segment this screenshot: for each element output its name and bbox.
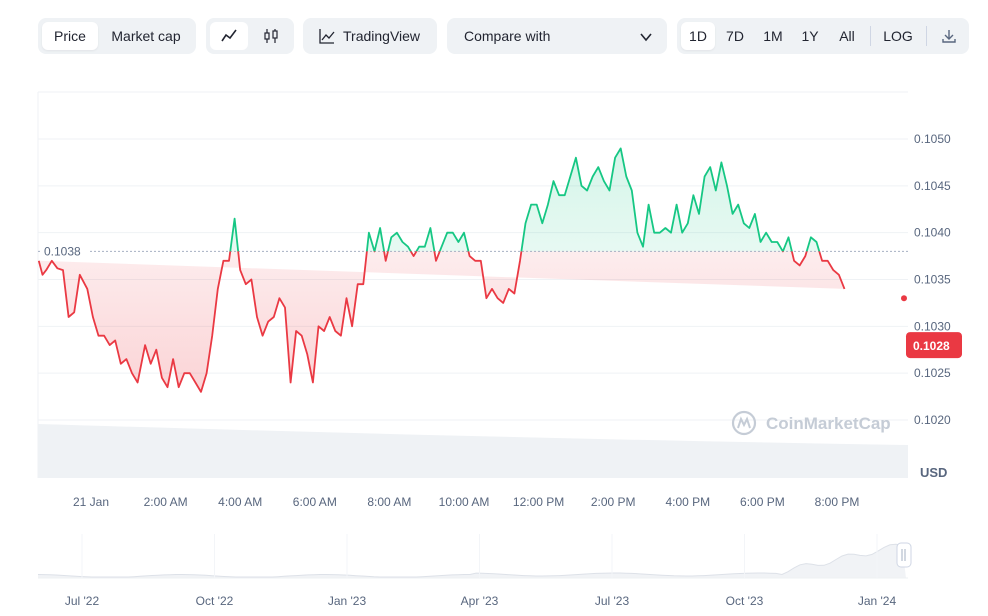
volume-area xyxy=(38,424,908,478)
x-tick-label: 12:00 PM xyxy=(513,495,564,509)
x-tick-label: 2:00 AM xyxy=(144,495,188,509)
navigator-tick-label: Jan '24 xyxy=(858,594,897,608)
range-navigator[interactable]: Jul '22 Oct '22 Jan '23 Apr '23 Jul '23 Oct '… xyxy=(37,534,912,608)
tab-market-cap[interactable]: Market cap xyxy=(111,28,181,44)
coinmarketcap-logo-icon xyxy=(731,410,757,436)
drag-handle-icon[interactable] xyxy=(896,542,912,568)
tradingview-button[interactable]: TradingView xyxy=(303,18,437,54)
watermark: CoinMarketCap xyxy=(731,410,891,436)
reference-price-label: 0.1038 xyxy=(44,244,81,258)
x-tick-label: 8:00 PM xyxy=(815,495,860,509)
navigator-tick-label: Jul '22 xyxy=(65,594,100,608)
candlestick-icon[interactable] xyxy=(252,22,290,50)
line-chart-icon[interactable] xyxy=(210,22,248,50)
x-tick-label: 4:00 PM xyxy=(665,495,710,509)
x-tick-label: 10:00 AM xyxy=(439,495,490,509)
watermark-text: CoinMarketCap xyxy=(766,414,891,433)
x-tick-label: 2:00 PM xyxy=(591,495,636,509)
x-tick-label: 21 Jan xyxy=(73,495,109,509)
y-tick-label: 0.1035 xyxy=(914,273,951,287)
divider xyxy=(870,26,871,46)
x-axis: 21 Jan 2:00 AM 4:00 AM 6:00 AM 8:00 AM 10:00 … xyxy=(73,495,859,509)
y-axis: 0.1050 0.1045 0.1040 0.1035 0.1030 0.1025 0.10… xyxy=(914,132,951,427)
navigator-tick-label: Jul '23 xyxy=(595,594,630,608)
view-tab-group: Price Market cap xyxy=(38,18,196,54)
compare-dropdown[interactable]: Compare with xyxy=(447,18,667,54)
navigator-tick-label: Oct '22 xyxy=(196,594,234,608)
currency-label: USD xyxy=(920,465,947,480)
chart-style-group xyxy=(206,18,294,54)
price-line-up xyxy=(229,147,821,252)
reference-label-bg xyxy=(40,242,90,260)
navigator-tick-label: Apr '23 xyxy=(461,594,499,608)
log-toggle[interactable]: LOG xyxy=(883,28,913,44)
tab-1y[interactable]: 1Y xyxy=(801,28,819,44)
x-tick-label: 6:00 AM xyxy=(293,495,337,509)
y-tick-label: 0.1025 xyxy=(914,366,951,380)
tradingview-label: TradingView xyxy=(343,28,421,44)
navigator-tick-label: Oct '23 xyxy=(726,594,764,608)
current-price-dot xyxy=(901,295,907,302)
y-tick-label: 0.1020 xyxy=(914,413,951,427)
divider xyxy=(926,26,927,46)
coinmarketcap-logo-mark xyxy=(737,416,751,429)
navigator-area xyxy=(38,544,906,578)
y-tick-label: 0.1040 xyxy=(914,226,951,240)
tab-all[interactable]: All xyxy=(839,28,855,44)
range-tab-group: 1D 7D 1M 1Y All LOG xyxy=(677,18,969,54)
x-tick-label: 8:00 AM xyxy=(367,495,411,509)
price-line-down xyxy=(37,251,846,393)
tab-price[interactable]: Price xyxy=(42,22,98,50)
chevron-down-icon xyxy=(639,30,653,48)
y-tick-label: 0.1050 xyxy=(914,132,951,146)
x-tick-label: 6:00 PM xyxy=(740,495,785,509)
navigator-axis: Jul '22 Oct '22 Jan '23 Apr '23 Jul '23 Oct '… xyxy=(65,534,897,608)
x-tick-label: 4:00 AM xyxy=(218,495,262,509)
y-tick-label: 0.1045 xyxy=(914,179,951,193)
tab-7d[interactable]: 7D xyxy=(726,28,744,44)
compare-label: Compare with xyxy=(464,28,551,44)
current-price-badge xyxy=(906,332,962,359)
tab-1d[interactable]: 1D xyxy=(681,22,715,50)
tradingview-icon xyxy=(319,28,335,49)
navigator-tick-label: Jan '23 xyxy=(328,594,367,608)
current-price-value: 0.1028 xyxy=(913,339,950,353)
tab-1m[interactable]: 1M xyxy=(763,28,783,44)
price-area-down xyxy=(38,251,845,392)
download-icon[interactable] xyxy=(933,22,965,50)
navigator-line xyxy=(37,543,903,578)
y-tick-label: 0.1030 xyxy=(914,319,951,333)
